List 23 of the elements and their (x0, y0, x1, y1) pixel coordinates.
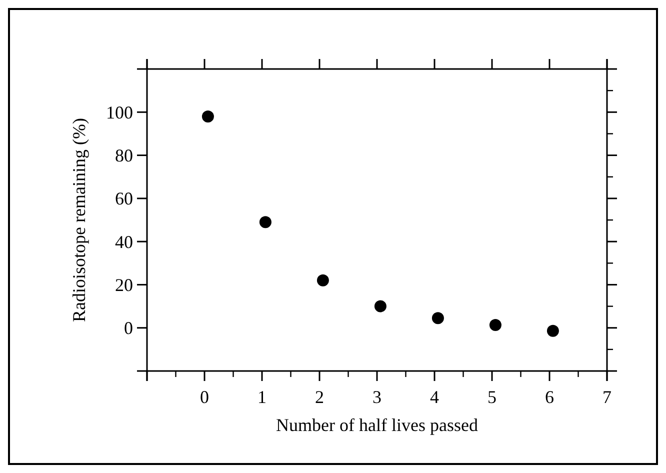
x-tick-label: 7 (602, 387, 612, 407)
y-tick-label: 60 (115, 188, 133, 209)
y-tick-label: 0 (124, 318, 133, 338)
x-tick-label: 1 (258, 387, 266, 407)
x-axis-title: Number of half lives passed (276, 415, 478, 435)
x-tick-label: 5 (488, 387, 496, 407)
y-tick-label: 100 (106, 102, 133, 122)
x-tick-label: 2 (315, 387, 324, 407)
point (374, 300, 386, 312)
x-tick-label: 4 (430, 387, 439, 407)
y-tick-label: 20 (115, 275, 133, 296)
point (316, 274, 329, 286)
point (546, 324, 559, 337)
x-tick-label: 6 (545, 387, 554, 407)
point (259, 216, 272, 228)
y-tick-label: 40 (115, 232, 133, 252)
point (202, 110, 214, 122)
point (432, 312, 444, 324)
x-tick-label: 3 (372, 387, 382, 407)
x-tick-label: 0 (200, 387, 209, 407)
y-axis-title: Radioisotope remaining (%) (69, 118, 89, 322)
y-tick-label: 80 (115, 146, 133, 166)
point (489, 319, 502, 332)
